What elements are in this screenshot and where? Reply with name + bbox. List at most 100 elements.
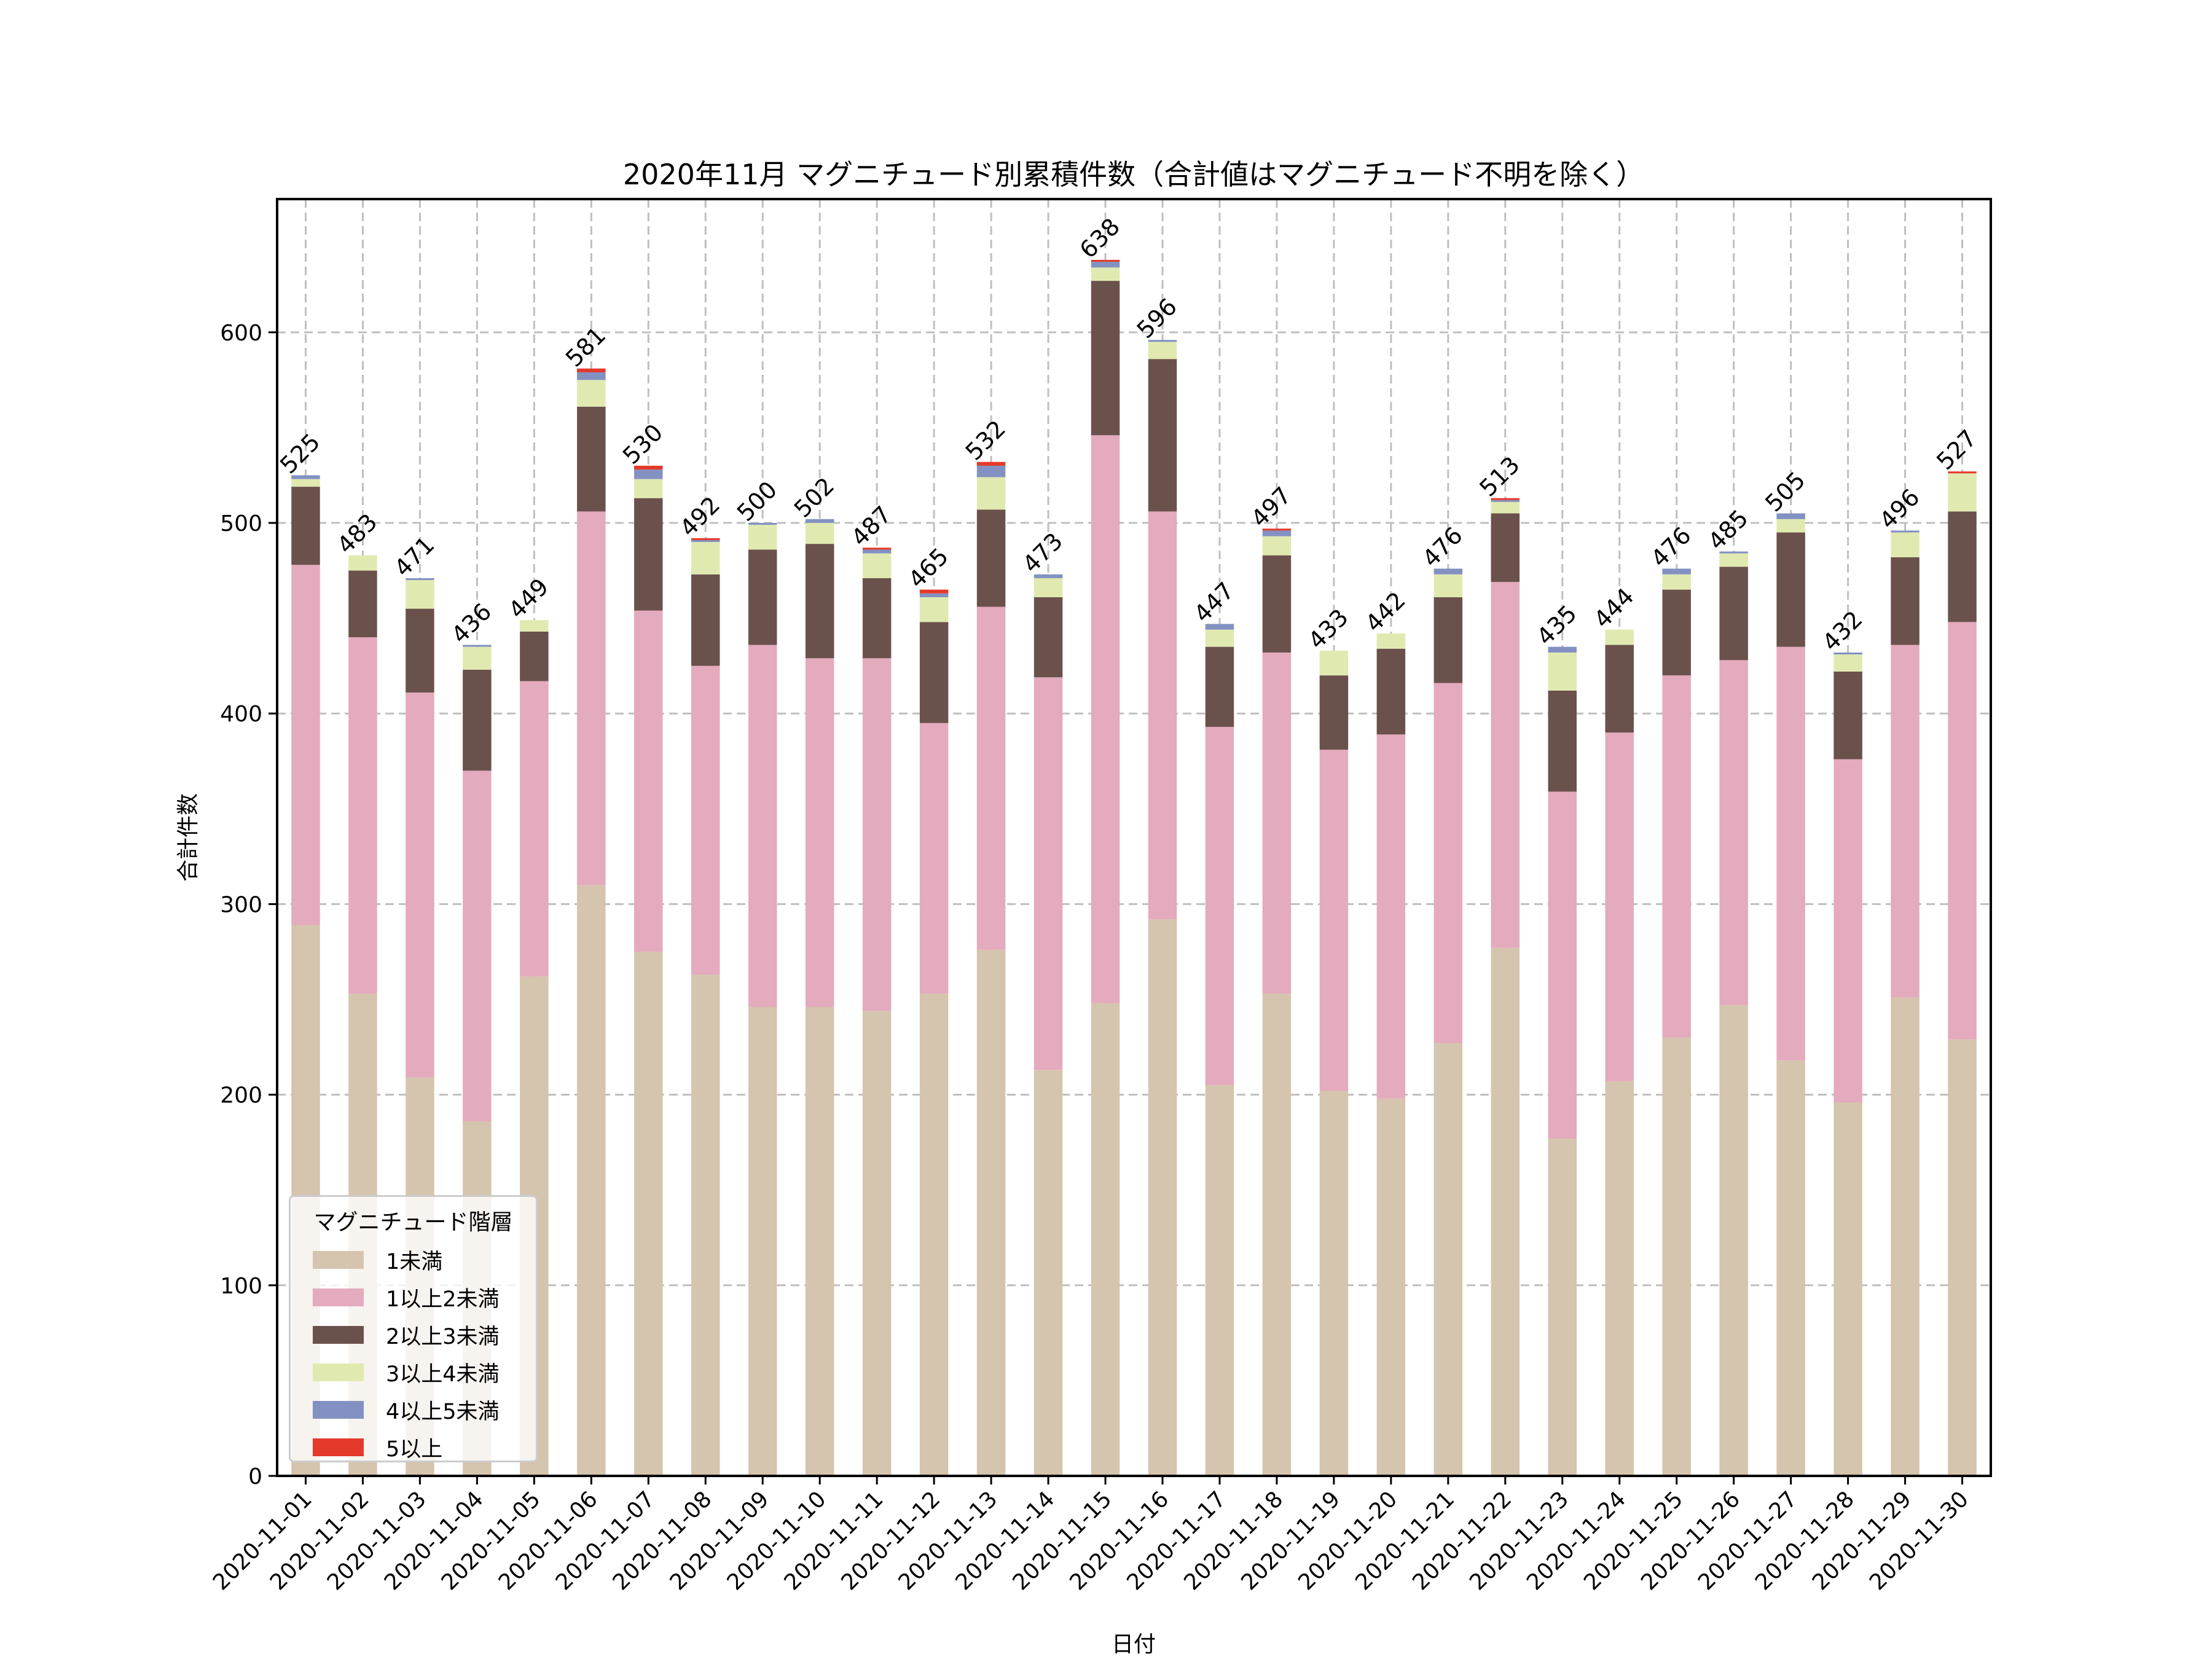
legend-label: 1未満 bbox=[386, 1249, 443, 1274]
bar-segment bbox=[1776, 646, 1805, 1061]
bar-segment bbox=[919, 589, 949, 594]
x-tick-label: 2020-11-16 bbox=[1065, 1486, 1174, 1595]
bar-segment bbox=[691, 538, 720, 540]
bar-segment bbox=[1319, 675, 1349, 750]
bar-segment bbox=[1548, 652, 1577, 691]
bar-segment bbox=[634, 479, 663, 498]
x-tick-label: 2020-11-19 bbox=[1236, 1486, 1345, 1595]
bar-segment bbox=[862, 553, 892, 578]
x-tick-label: 2020-11-26 bbox=[1636, 1486, 1745, 1595]
bar-segment bbox=[1262, 652, 1292, 994]
bar-segment bbox=[1376, 633, 1406, 649]
bar-value-label: 487 bbox=[846, 501, 896, 551]
bar-segment bbox=[862, 547, 892, 550]
bar-segment bbox=[976, 606, 1006, 950]
x-tick-label: 2020-11-17 bbox=[1122, 1486, 1231, 1595]
bar-segment bbox=[1662, 589, 1691, 676]
y-ticks: 0 100 200 300 400 500 600 bbox=[220, 321, 277, 1489]
bar-segment bbox=[748, 549, 777, 645]
x-tick-label: 2020-11-06 bbox=[494, 1486, 603, 1595]
bar-segment bbox=[1433, 683, 1463, 1043]
x-tick-label: 2020-11-05 bbox=[437, 1486, 546, 1595]
x-tick-label: 2020-11-23 bbox=[1465, 1486, 1574, 1595]
bar-segment bbox=[1834, 1102, 1862, 1476]
legend-item: 4以上5未満 bbox=[313, 1397, 500, 1424]
bar-segment bbox=[1376, 648, 1406, 735]
bar-segment bbox=[691, 539, 720, 543]
x-tick-label: 2020-11-03 bbox=[323, 1486, 431, 1595]
bar-segment bbox=[1548, 690, 1577, 792]
bar-segment bbox=[1719, 551, 1748, 554]
bar-segment bbox=[805, 523, 834, 544]
legend-label: 5以上 bbox=[386, 1437, 443, 1462]
bar-segment bbox=[1891, 530, 1920, 533]
bar-segment bbox=[691, 975, 720, 1476]
legend-label: 4以上5未満 bbox=[386, 1399, 500, 1424]
bar-value-label: 449 bbox=[503, 573, 554, 624]
bar-segment bbox=[463, 646, 492, 670]
bar-segment bbox=[1205, 1085, 1234, 1476]
legend-swatch bbox=[313, 1400, 364, 1419]
legend-item: 1以上2未満 bbox=[313, 1285, 500, 1312]
bar-segment bbox=[406, 608, 434, 693]
bar-segment bbox=[919, 593, 949, 597]
bar-segment bbox=[976, 949, 1006, 1476]
bar-value-label: 532 bbox=[960, 415, 1011, 465]
bar-segment bbox=[976, 477, 1006, 510]
bar-segment bbox=[1148, 340, 1177, 342]
bar-segment bbox=[291, 487, 320, 565]
legend-label: 2以上3未満 bbox=[386, 1324, 500, 1349]
bar-segment bbox=[348, 570, 377, 638]
bar-value-label: 483 bbox=[332, 508, 382, 559]
bar-segment bbox=[1091, 281, 1120, 436]
bar-segment bbox=[1033, 578, 1063, 597]
bar-segment bbox=[1033, 574, 1063, 578]
x-tick-label: 2020-11-10 bbox=[723, 1486, 831, 1595]
x-tick-label: 2020-11-01 bbox=[208, 1486, 317, 1595]
bar-value-label: 513 bbox=[1474, 451, 1524, 501]
bar-value-label: 476 bbox=[1645, 522, 1696, 572]
bar-segment bbox=[1548, 791, 1577, 1139]
bar-segment bbox=[291, 565, 320, 925]
bar-segment bbox=[1148, 919, 1177, 1476]
y-tick-label: 500 bbox=[220, 511, 262, 536]
bar-segment bbox=[291, 475, 320, 479]
bar-value-label: 496 bbox=[1874, 484, 1924, 534]
bar-segment bbox=[1776, 532, 1805, 647]
bar-segment bbox=[406, 580, 434, 609]
bar-segment bbox=[976, 465, 1006, 477]
bar-segment bbox=[1148, 359, 1177, 512]
bar-segment bbox=[805, 658, 834, 1007]
legend-item: 2以上3未満 bbox=[313, 1322, 500, 1349]
y-tick-label: 0 bbox=[248, 1464, 262, 1489]
bar-segment bbox=[919, 622, 949, 723]
bar-segment bbox=[1376, 1098, 1406, 1476]
bar-segment bbox=[406, 578, 434, 581]
bar-segment bbox=[1091, 435, 1120, 1003]
y-tick-label: 300 bbox=[220, 892, 262, 917]
bar-segment bbox=[919, 994, 949, 1476]
bar-segment bbox=[577, 380, 606, 407]
bar-value-label: 476 bbox=[1417, 522, 1467, 572]
bar-segment bbox=[1719, 1005, 1748, 1476]
y-tick-label: 600 bbox=[220, 321, 262, 346]
legend-item: 3以上4未満 bbox=[313, 1360, 500, 1387]
bar-segment bbox=[1662, 675, 1691, 1038]
bar-value-label: 500 bbox=[732, 476, 782, 527]
y-tick-label: 400 bbox=[220, 702, 262, 727]
bar-segment bbox=[1433, 574, 1463, 597]
bar-segment bbox=[805, 1006, 834, 1476]
bar-value-label: 596 bbox=[1132, 293, 1182, 343]
x-tick-label: 2020-11-21 bbox=[1351, 1486, 1459, 1595]
bar-segment bbox=[577, 372, 606, 380]
bar-segment bbox=[406, 692, 434, 1078]
bar-value-label: 447 bbox=[1189, 577, 1239, 627]
bar-segment bbox=[1834, 671, 1862, 759]
bar-segment bbox=[1834, 759, 1862, 1103]
bar-segment bbox=[691, 574, 720, 666]
bar-segment bbox=[1605, 645, 1634, 733]
bar-segment bbox=[1605, 732, 1634, 1081]
bar-segment bbox=[1205, 646, 1234, 727]
x-tick-label: 2020-11-02 bbox=[265, 1486, 374, 1595]
bar-segment bbox=[463, 669, 492, 771]
